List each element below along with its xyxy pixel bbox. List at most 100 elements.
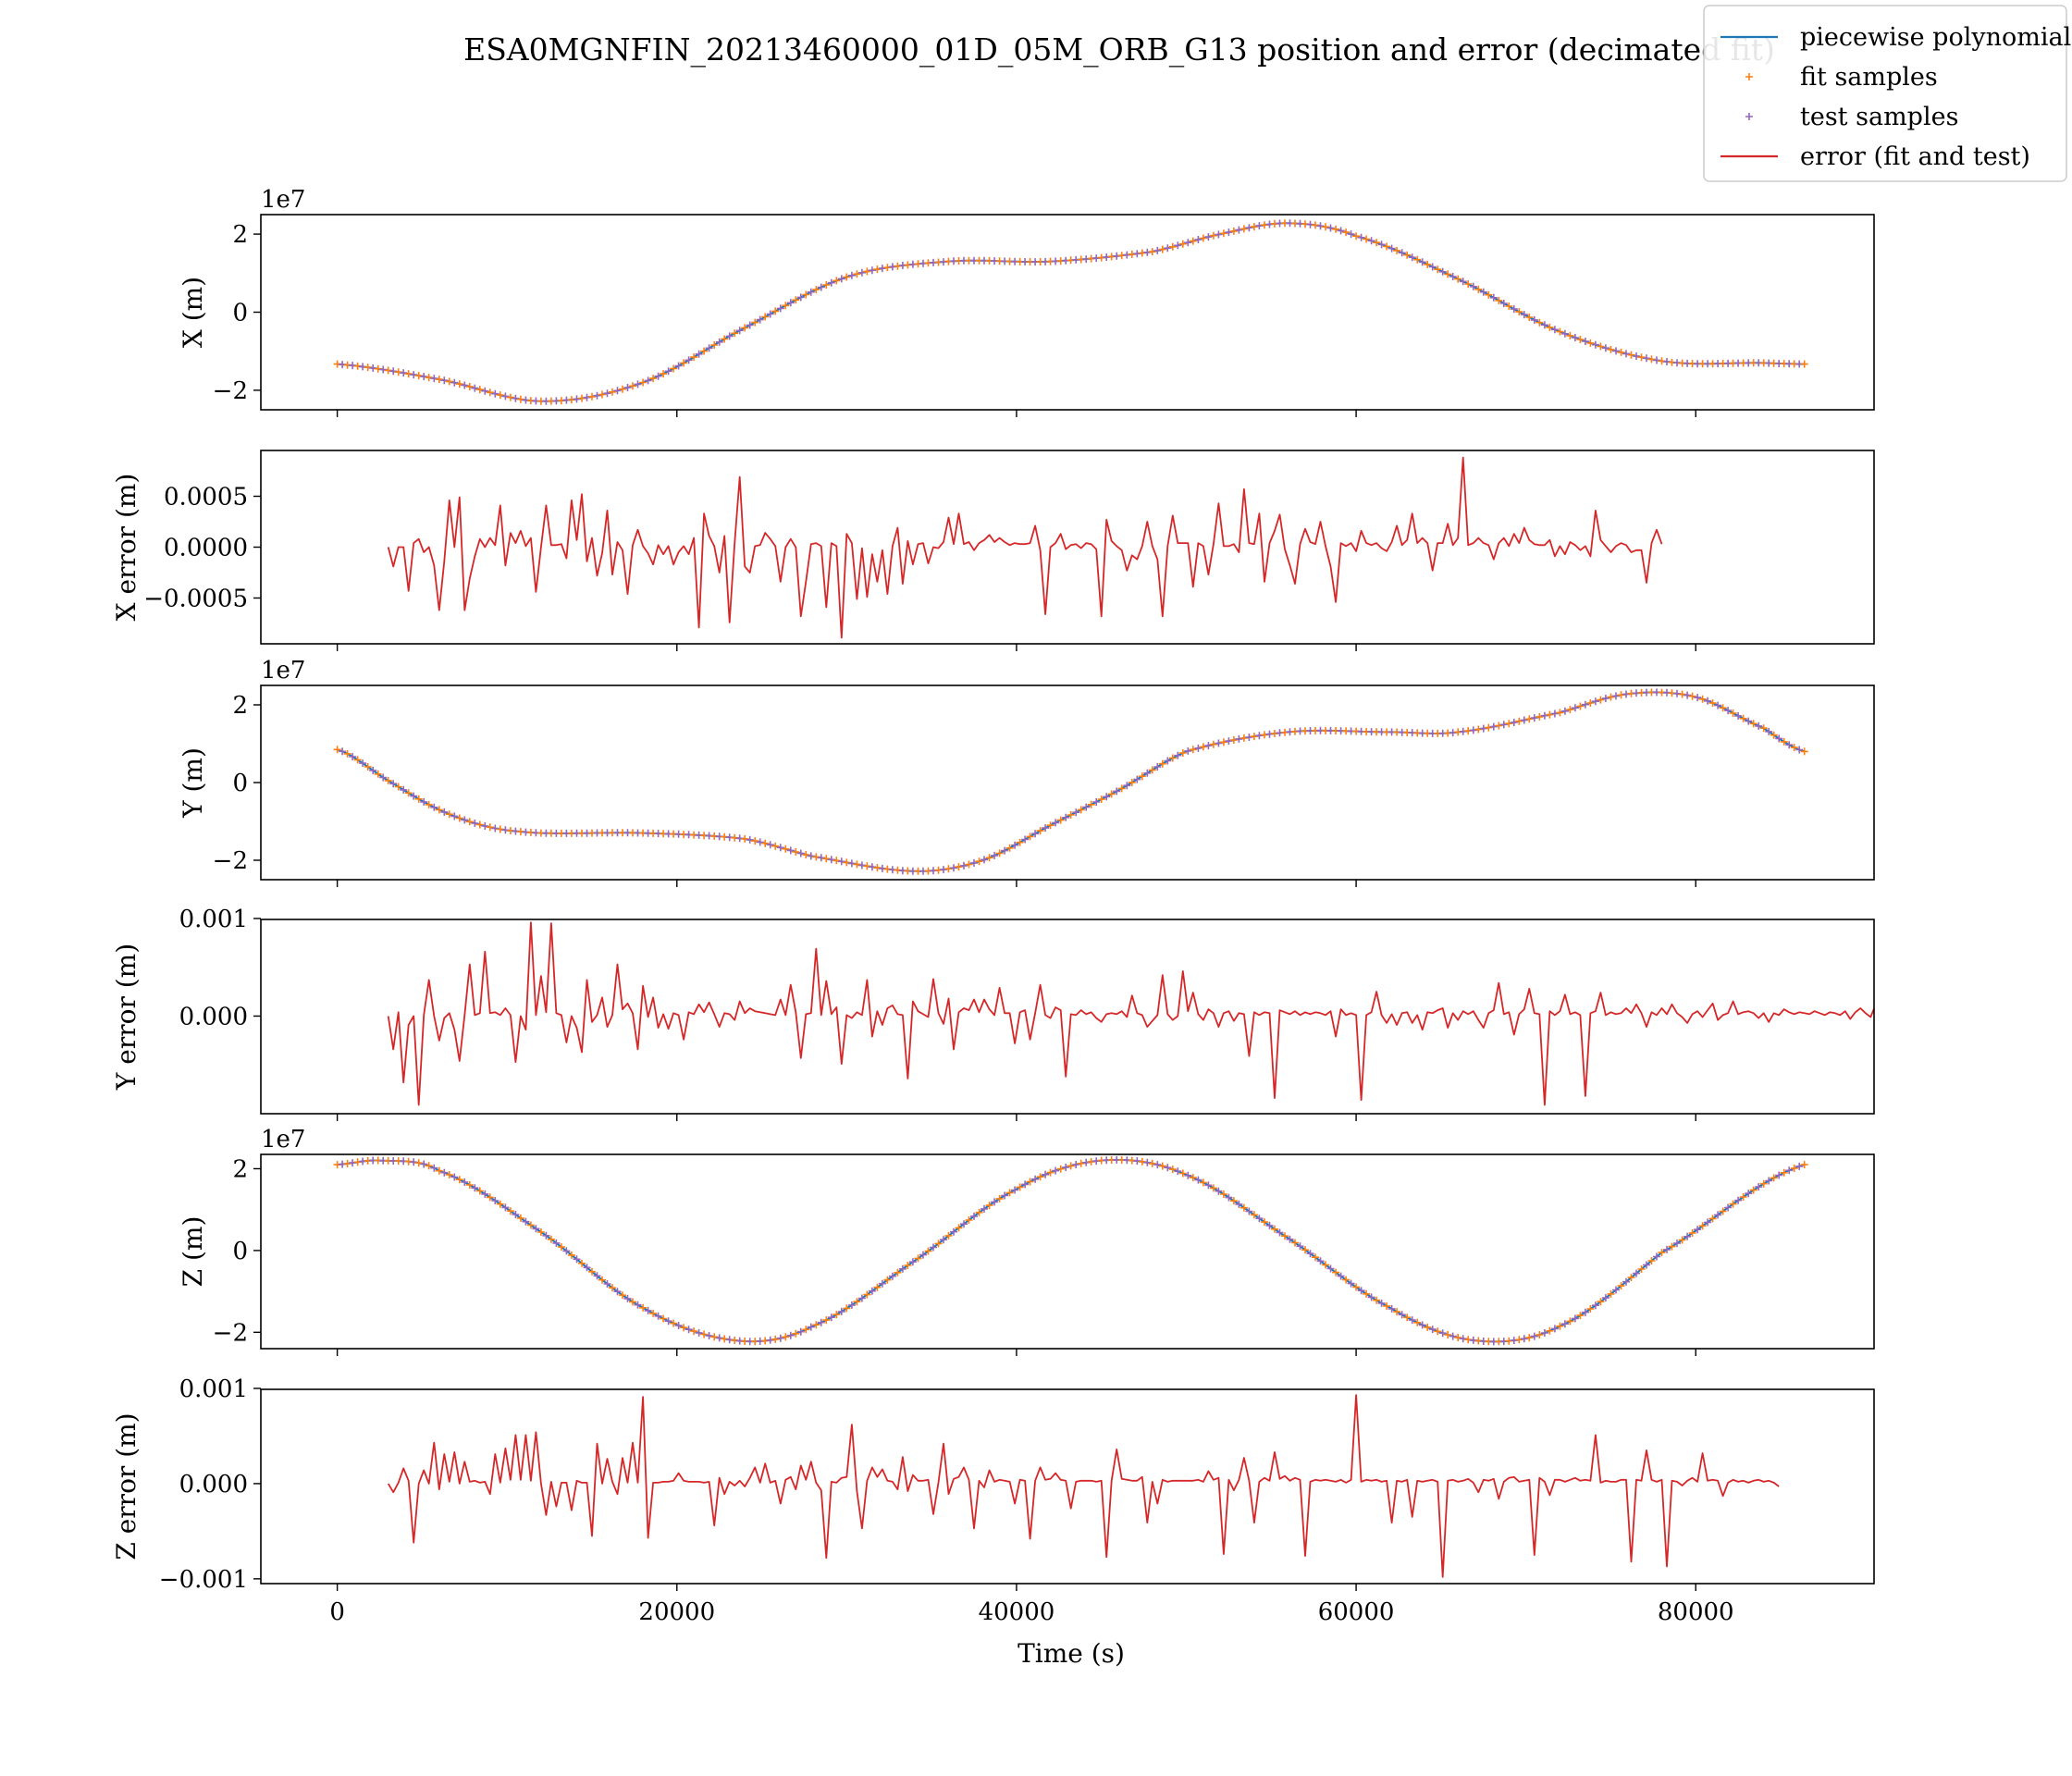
fit-sample-marker xyxy=(1586,1305,1595,1313)
test-sample-marker xyxy=(807,288,815,296)
x-tick-label: 20000 xyxy=(638,1598,715,1626)
fit-sample-marker xyxy=(680,359,688,367)
test-sample-marker xyxy=(471,820,479,827)
test-sample-marker xyxy=(1316,1257,1325,1265)
test-sample-marker xyxy=(1194,1176,1202,1184)
test-sample-marker xyxy=(817,1318,825,1326)
test-sample-marker xyxy=(1591,697,1599,706)
test-sample-marker xyxy=(1133,775,1141,783)
fit-sample-marker xyxy=(853,860,861,869)
test-sample-marker xyxy=(1469,726,1477,734)
fit-sample-marker xyxy=(1199,1178,1207,1187)
fit-sample-marker xyxy=(1026,1178,1034,1186)
test-sample-marker xyxy=(623,1294,632,1302)
x-tick-label: 40000 xyxy=(979,1598,1055,1626)
test-sample-marker xyxy=(746,835,754,844)
fit-sample-marker xyxy=(475,820,484,829)
test-sample-marker xyxy=(389,367,398,376)
test-sample-marker xyxy=(1377,240,1386,249)
test-sample-marker xyxy=(1153,1161,1162,1169)
test-sample-marker xyxy=(1581,700,1589,709)
fit-sample-marker xyxy=(660,1314,668,1323)
fit-sample-marker xyxy=(944,1231,953,1240)
fit-sample-marker xyxy=(425,1162,433,1170)
test-sample-marker xyxy=(613,387,622,395)
test-sample-marker xyxy=(1428,1326,1437,1334)
fit-sample-marker xyxy=(1546,710,1554,719)
legend-plus-swatch xyxy=(1745,113,1753,120)
test-sample-marker xyxy=(481,822,489,830)
fit-sample-marker xyxy=(1454,1334,1462,1341)
y-tick-label: 0.000 xyxy=(179,1471,248,1498)
test-sample-marker xyxy=(868,266,876,275)
test-sample-marker xyxy=(349,753,357,760)
y-axis-label: X (m) xyxy=(178,277,208,348)
test-sample-marker xyxy=(1347,1279,1355,1288)
test-sample-marker xyxy=(674,1322,683,1329)
fit-sample-marker xyxy=(639,1303,648,1312)
panel-4: 0.000 0.001 Y error (m) xyxy=(111,906,1875,1121)
fit-sample-marker xyxy=(700,1330,709,1338)
test-sample-marker xyxy=(1673,1240,1681,1248)
test-sample-marker xyxy=(450,812,459,820)
test-sample-marker xyxy=(491,389,500,398)
fit-sample-marker xyxy=(721,1335,729,1343)
test-sample-marker xyxy=(930,1243,937,1252)
fit-sample-marker xyxy=(435,376,443,384)
fit-sample-marker xyxy=(364,763,372,771)
test-sample-marker xyxy=(1714,701,1722,709)
fit-sample-marker xyxy=(1556,1322,1564,1330)
fit-sample-marker xyxy=(1199,743,1207,751)
legend: piecewise polynomial fit samples test samp… xyxy=(1703,5,2071,182)
fit-sample-marker xyxy=(1759,1179,1768,1188)
test-sample-marker xyxy=(1388,1304,1396,1313)
fit-sample-marker xyxy=(425,800,433,808)
panel-series xyxy=(387,456,1663,639)
legend-item: test samples xyxy=(1745,103,1958,131)
test-sample-marker xyxy=(919,1251,927,1259)
offset-label: 1e7 xyxy=(261,657,305,684)
test-sample-marker xyxy=(1449,1332,1457,1340)
fit-sample-marker xyxy=(445,810,453,819)
test-sample-marker xyxy=(1734,711,1743,720)
test-sample-marker xyxy=(573,1255,581,1264)
test-sample-marker xyxy=(603,389,611,398)
fit-sample-marker xyxy=(1077,806,1085,814)
test-sample-marker xyxy=(1072,1161,1080,1168)
fit-sample-marker xyxy=(1586,699,1595,707)
test-sample-marker xyxy=(1194,236,1202,243)
fit-sample-marker xyxy=(414,1159,423,1167)
test-sample-marker xyxy=(1601,695,1610,702)
test-sample-marker xyxy=(1001,846,1009,855)
test-sample-marker xyxy=(1225,228,1233,237)
legend-plus-swatch xyxy=(1745,73,1753,80)
test-sample-marker xyxy=(970,858,978,867)
test-sample-marker xyxy=(552,1239,561,1247)
y-tick-label: −2 xyxy=(213,847,248,875)
fit-sample-marker xyxy=(1352,1283,1361,1291)
test-sample-marker xyxy=(1601,344,1610,352)
y-tick-label: −2 xyxy=(213,377,248,405)
test-sample-marker xyxy=(491,1197,500,1204)
fit-sample-marker xyxy=(690,1327,698,1336)
test-sample-marker xyxy=(593,1272,601,1280)
legend-item: fit samples xyxy=(1745,63,1938,92)
fit-sample-marker xyxy=(761,839,770,847)
fit-sample-marker xyxy=(629,1298,636,1306)
test-sample-marker xyxy=(1643,354,1650,363)
fit-sample-marker xyxy=(1597,1298,1605,1306)
fit-sample-marker xyxy=(1332,1268,1340,1276)
test-sample-marker xyxy=(501,1203,510,1212)
fit-sample-marker xyxy=(1219,229,1227,238)
test-sample-marker xyxy=(644,376,652,385)
test-sample-marker xyxy=(1052,819,1060,827)
fit-sample-marker xyxy=(1708,699,1717,708)
fit-sample-marker xyxy=(1525,1334,1534,1342)
test-sample-marker xyxy=(1347,230,1355,239)
fit-sample-marker xyxy=(1209,1184,1217,1192)
test-sample-marker xyxy=(1042,1170,1050,1178)
fit-sample-marker xyxy=(1219,738,1227,746)
fit-sample-marker xyxy=(832,857,841,865)
fit-sample-marker xyxy=(1546,1326,1554,1335)
fit-sample-marker xyxy=(598,390,606,399)
